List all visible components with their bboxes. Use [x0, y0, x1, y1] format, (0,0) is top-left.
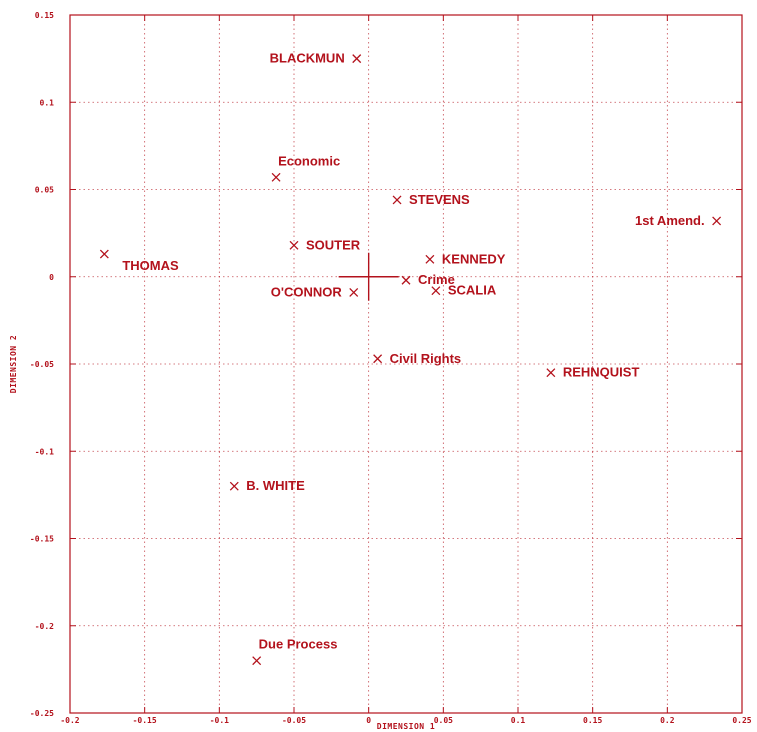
point-marker [352, 54, 362, 64]
point-marker [229, 481, 239, 491]
point-marker [271, 172, 281, 182]
data-point: Economic [271, 153, 340, 182]
x-tick-label: 0.25 [732, 716, 751, 725]
data-point: O'CONNOR [271, 284, 359, 299]
point-label: Due Process [259, 637, 338, 652]
data-point: STEVENS [392, 192, 470, 207]
x-tick-label: 0 [366, 716, 371, 725]
grid-layer [70, 15, 742, 713]
x-tick-label: 0.15 [583, 716, 602, 725]
point-label: SOUTER [306, 237, 361, 252]
y-tick-label: 0.15 [35, 11, 54, 20]
data-point: Due Process [252, 637, 338, 666]
y-tick-label: -0.25 [30, 709, 54, 718]
point-label: 1st Amend. [635, 213, 705, 228]
point-marker [392, 195, 402, 205]
data-point: SOUTER [289, 237, 361, 252]
point-label: REHNQUIST [563, 365, 640, 380]
data-point: B. WHITE [229, 478, 305, 493]
data-point: KENNEDY [425, 251, 506, 266]
y-tick-label: 0 [49, 273, 54, 282]
y-tick-label: -0.05 [30, 360, 54, 369]
point-marker [431, 286, 441, 296]
y-tick-label: 0.05 [35, 186, 54, 195]
point-marker [252, 656, 262, 666]
data-points: BLACKMUN Economic STEVENS 1st Amend. SOUTER T… [99, 51, 722, 666]
point-label: Crime [418, 272, 455, 287]
data-point: BLACKMUN [270, 51, 362, 66]
point-marker [373, 354, 383, 364]
x-tick-label: -0.05 [282, 716, 306, 725]
point-label: THOMAS [122, 258, 179, 273]
data-point: Civil Rights [373, 351, 462, 366]
y-tick-label: -0.15 [30, 535, 54, 544]
point-marker [349, 287, 359, 297]
point-label: SCALIA [448, 283, 497, 298]
x-tick-label: -0.15 [133, 716, 157, 725]
point-marker [401, 275, 411, 285]
point-label: B. WHITE [246, 478, 305, 493]
data-point: SCALIA [431, 283, 497, 298]
point-marker [289, 240, 299, 250]
x-tick-label: -0.2 [60, 716, 79, 725]
axis-ticks: -0.2 -0.15 -0.1 -0.05 0 0.05 0.1 0.15 0.2 0.25 0.1… [30, 11, 752, 725]
point-label: BLACKMUN [270, 51, 345, 66]
x-axis-title: DIMENSION 1 [377, 722, 435, 731]
y-tick-label: 0.1 [40, 98, 55, 107]
point-label: STEVENS [409, 192, 470, 207]
data-point: THOMAS [99, 249, 179, 273]
data-point: REHNQUIST [546, 365, 640, 380]
x-tick-label: -0.1 [210, 716, 229, 725]
x-tick-label: 0.05 [434, 716, 453, 725]
point-marker [425, 254, 435, 264]
y-axis-title: DIMENSION 2 [9, 335, 18, 393]
y-tick-label: -0.2 [35, 622, 54, 631]
y-tick-label: -0.1 [35, 447, 54, 456]
data-point: Crime [401, 272, 455, 287]
point-label: Economic [278, 153, 340, 168]
point-label: KENNEDY [442, 251, 506, 266]
data-point: 1st Amend. [635, 213, 722, 228]
point-marker [712, 216, 722, 226]
point-label: Civil Rights [390, 351, 462, 366]
point-marker [99, 249, 109, 259]
point-label: O'CONNOR [271, 284, 343, 299]
origin-marker [338, 252, 399, 301]
point-marker [546, 368, 556, 378]
x-tick-label: 0.2 [660, 716, 675, 725]
x-tick-label: 0.1 [511, 716, 526, 725]
